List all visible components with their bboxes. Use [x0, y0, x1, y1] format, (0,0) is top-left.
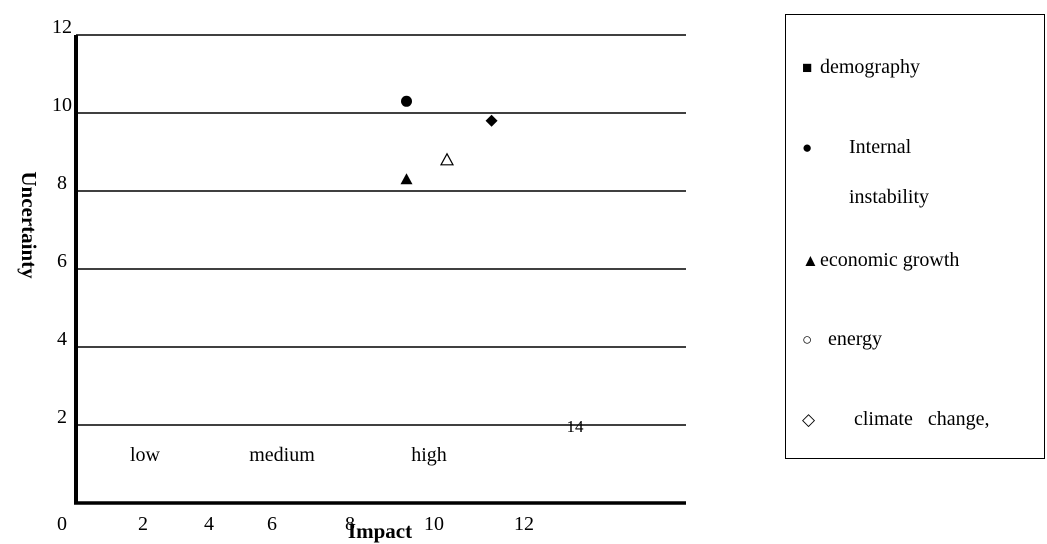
y-tick-label: 2	[57, 406, 67, 428]
legend-item: ▲economic growth	[802, 250, 959, 271]
x-tick-label: 2	[138, 513, 148, 535]
axes	[74, 35, 686, 505]
y-tick-label: 4	[57, 328, 67, 350]
filled-circle-icon: ●	[802, 138, 813, 157]
climate-change-point	[485, 114, 498, 127]
legend-label: Internal	[849, 136, 912, 158]
zone-label-high: high	[411, 444, 447, 466]
legend-label: climate change,	[854, 408, 990, 430]
legend-item: ■ demography	[802, 57, 920, 78]
filled-triangle-icon: ▲	[802, 251, 819, 270]
legend-label: economic growth	[820, 249, 960, 271]
open-diamond-icon: ◇	[802, 410, 816, 429]
x-tick-label: 12	[514, 513, 534, 535]
zone-label-medium: medium	[249, 444, 315, 466]
internal-instability-point	[401, 95, 412, 107]
legend: ■ demography ● Internal instability ▲economic…	[785, 14, 1045, 459]
legend-item: ○ energy	[802, 329, 882, 350]
x-tick-label: 8	[345, 513, 355, 535]
x-tick-label: 6	[267, 513, 277, 535]
x-tick-label: 10	[424, 513, 444, 535]
open-circle-icon: ○	[802, 330, 813, 349]
filled-square-icon: ■	[802, 58, 813, 77]
y-tick-label: 8	[57, 172, 67, 194]
y-tick-label: 6	[57, 250, 67, 272]
y-axis-title: Uncertainty	[17, 171, 41, 279]
legend-label: demography	[820, 56, 920, 78]
legend-item: instability	[849, 187, 929, 207]
data-points	[400, 95, 498, 185]
x-axis-title: Impact	[348, 519, 412, 543]
tick-labels: 0 2 4 6 8 10 12 2 4 6 8 10 12 14	[52, 16, 584, 535]
y-tick-label: 10	[52, 94, 72, 116]
y-tick-label: 12	[52, 16, 72, 38]
y-tick-label: 0	[57, 513, 67, 535]
legend-label: instability	[849, 186, 929, 208]
energy-point	[439, 152, 455, 166]
stray-tick-label: 14	[567, 417, 585, 436]
legend-label: energy	[828, 328, 883, 350]
legend-item: ● Internal	[802, 137, 911, 158]
x-tick-label: 4	[204, 513, 214, 535]
gridlines	[76, 34, 686, 426]
zone-label-low: low	[130, 444, 161, 466]
zone-labels: low medium high	[130, 444, 447, 466]
legend-item: ◇ climate change,	[802, 409, 990, 430]
economic-growth-point	[400, 173, 413, 185]
